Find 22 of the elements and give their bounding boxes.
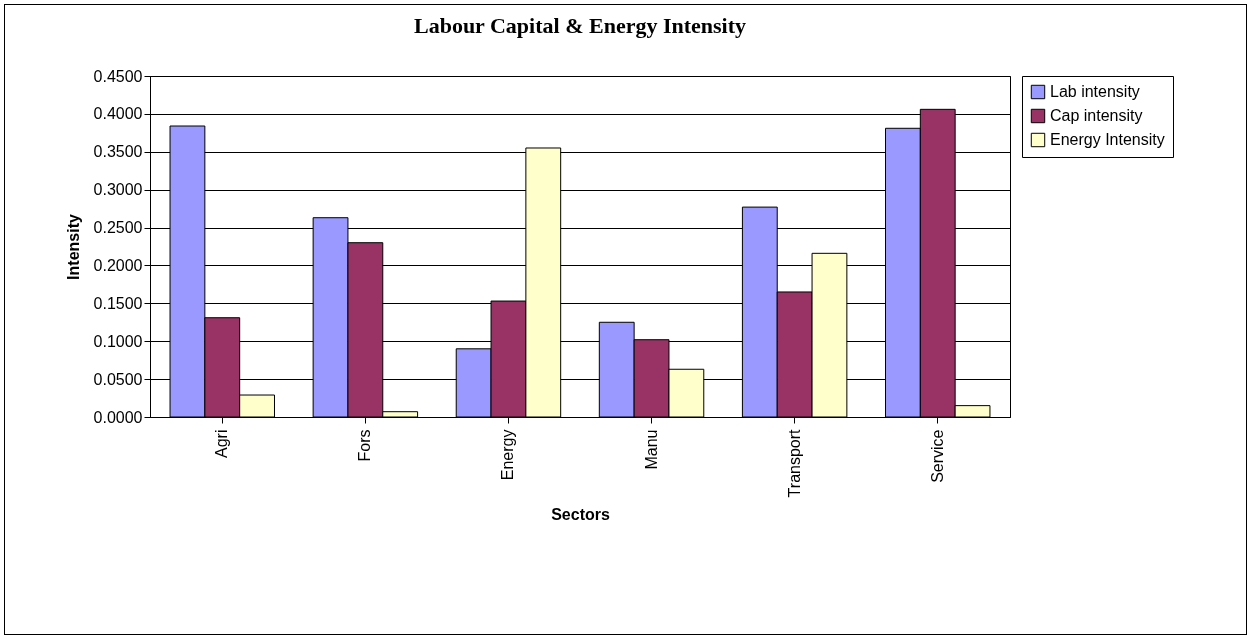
chart-title: Labour Capital & Energy Intensity: [413, 13, 747, 38]
y-tick-label: 0.3500: [93, 143, 143, 161]
legend-label: Cap intensity: [1050, 107, 1143, 124]
legend-label: Lab intensity: [1050, 83, 1140, 100]
x-tick-label: Manu: [642, 429, 660, 470]
y-tick-label: 0.4500: [93, 67, 143, 85]
y-tick-label: 0.0500: [93, 370, 143, 388]
y-tick-label: 0.1000: [93, 332, 143, 350]
x-tick-label: Service: [928, 429, 946, 483]
x-tick-label: Agri: [213, 429, 231, 458]
x-tick-label: Transport: [785, 428, 803, 498]
y-tick-label: 0.2000: [93, 256, 143, 274]
legend-label: Energy Intensity: [1050, 131, 1165, 148]
y-tick-label: 0.2500: [93, 219, 143, 237]
x-tick-label: Energy: [499, 429, 517, 481]
y-tick-label: 0.3000: [93, 181, 143, 199]
y-tick-label: 0.1500: [93, 294, 143, 312]
x-axis-title: Sectors: [551, 506, 610, 524]
y-tick-label: 0.4000: [93, 105, 143, 123]
y-axis-title: Intensity: [64, 214, 82, 280]
y-tick-label: 0.0000: [93, 408, 143, 426]
x-tick-label: Fors: [356, 429, 374, 462]
